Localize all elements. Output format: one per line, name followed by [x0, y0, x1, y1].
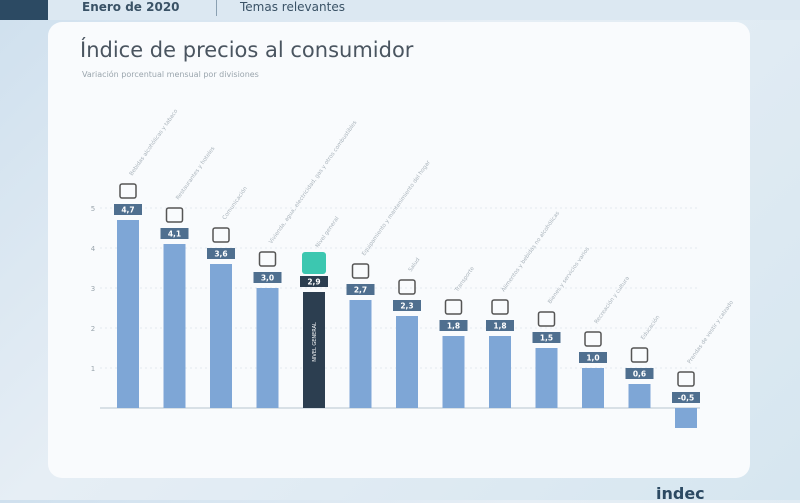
brand-logo: indec: [656, 484, 705, 503]
data-label: 2,7: [354, 286, 367, 295]
category-icon: [537, 311, 556, 327]
category-icon: [444, 299, 463, 315]
data-label: -0,5: [678, 394, 694, 403]
bar: [628, 384, 651, 408]
category-icon: [119, 183, 137, 199]
data-label: 1,8: [493, 322, 506, 331]
bar: [117, 220, 139, 408]
category-label: Bienes y servicios varios: [547, 246, 591, 305]
y-tick-label: 5: [91, 205, 95, 213]
y-tick-label: 3: [91, 285, 95, 293]
y-tick-label: 1: [91, 365, 95, 373]
bar: [303, 292, 325, 408]
data-label: 0,6: [633, 370, 646, 379]
data-label-bg: [114, 204, 142, 215]
bar: [396, 316, 418, 408]
category-label: Alimentos y bebidas no alcohólicas: [500, 210, 561, 293]
y-tick-label: 2: [91, 325, 95, 333]
data-label-bg: [393, 300, 421, 311]
data-label: 1,5: [540, 334, 553, 343]
bar: [489, 336, 511, 408]
category-label: Bebidas alcohólicas y tabaco: [128, 107, 180, 177]
data-label: 4,7: [121, 206, 134, 215]
data-label-bg: [672, 392, 700, 403]
chart-title: Índice de precios al consumidor: [80, 38, 414, 62]
category-label: Transporte: [454, 265, 477, 294]
bar: [582, 368, 604, 408]
category-icon: [491, 299, 509, 315]
category-label: Salud: [408, 257, 422, 273]
data-label-bg: [346, 284, 375, 295]
chart-subtitle: Variación porcentual mensual por divisio…: [82, 70, 259, 79]
category-icon: [630, 347, 649, 363]
data-label-bg: [532, 332, 561, 343]
bar: [442, 336, 465, 408]
category-icon: [584, 331, 602, 347]
highlight-label: NIVEL GENERAL: [312, 322, 318, 362]
category-icon: [258, 251, 277, 267]
y-tick-label: 4: [91, 245, 96, 253]
category-icon: [398, 279, 416, 295]
data-label-bg: [253, 272, 282, 283]
bar: [349, 300, 372, 408]
category-label: Recreación y cultura: [593, 275, 631, 325]
data-label: 3,0: [261, 274, 274, 283]
data-label: 2,9: [307, 278, 320, 287]
data-label-bg: [486, 320, 514, 331]
category-icon: [212, 227, 230, 243]
category-label: Vivienda, agua, electricidad, gas y otro…: [268, 120, 358, 245]
data-label: 1,0: [586, 354, 599, 363]
data-label-bg: [439, 320, 468, 331]
data-label-bg: [579, 352, 607, 363]
bar: [675, 408, 697, 428]
bar: [535, 348, 558, 408]
data-label: 2,3: [400, 302, 413, 311]
data-label-bg: [160, 228, 189, 239]
category-label: Restaurantes y hoteles: [175, 146, 216, 201]
bar: [210, 264, 232, 408]
category-label: Comunicación: [221, 185, 249, 221]
category-label: Educación: [639, 314, 661, 342]
header-divider: [216, 0, 217, 16]
header-section: Temas relevantes: [240, 0, 345, 14]
data-label-bg: [625, 368, 654, 379]
data-label-bg: [300, 276, 328, 287]
logo-icon: [0, 0, 48, 20]
header-date: Enero de 2020: [82, 0, 180, 14]
data-label: 4,1: [168, 230, 181, 239]
category-icon: [302, 252, 326, 274]
bar: [163, 244, 186, 408]
data-label: 3,6: [214, 250, 227, 259]
category-icon: [165, 207, 184, 223]
category-label: Nivel general: [315, 215, 341, 249]
category-label: Prendas de vestir y calzado: [687, 299, 736, 365]
category-icon: [677, 371, 695, 387]
bar: [256, 288, 279, 408]
data-label: 1,8: [447, 322, 460, 331]
category-icon: [351, 263, 370, 279]
data-label-bg: [207, 248, 235, 259]
top-bar: [0, 0, 800, 20]
